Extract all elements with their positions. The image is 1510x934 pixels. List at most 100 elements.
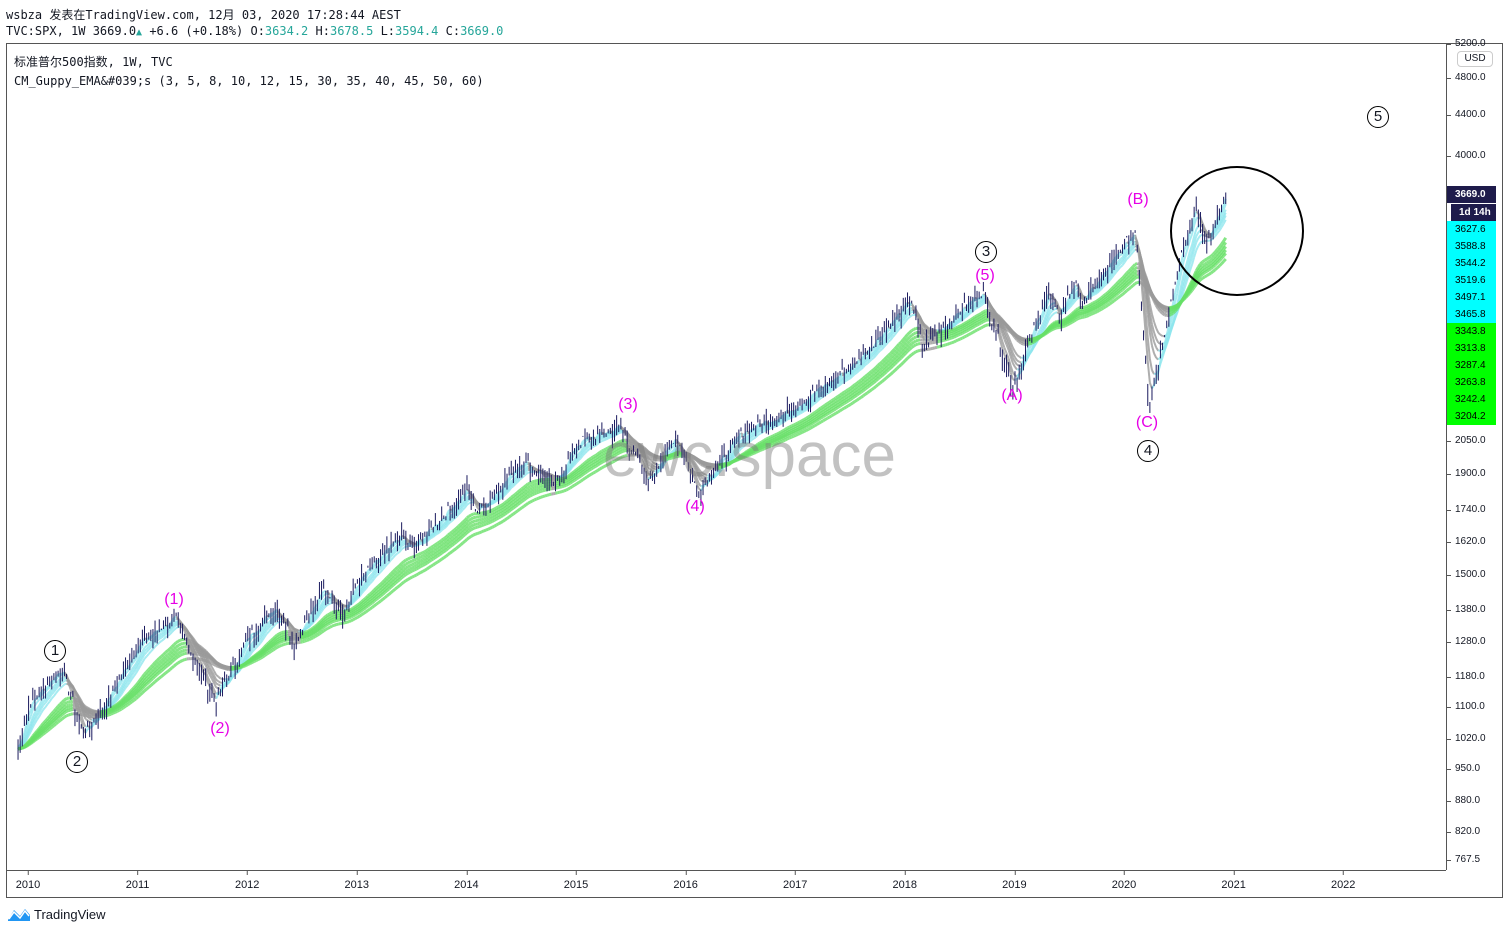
guppy-ema-5 (29, 709, 34, 717)
guppy-ema-30 (1084, 305, 1088, 309)
guppy-ema-35 (835, 398, 839, 403)
guppy-ema-30 (166, 647, 171, 652)
guppy-ema-12 (605, 435, 609, 439)
guppy-ema-5 (441, 519, 445, 524)
guppy-ema-15 (215, 674, 219, 678)
guppy-ema-35 (424, 552, 428, 557)
guppy-ema-35 (830, 401, 835, 405)
guppy-ema-15 (1157, 331, 1162, 336)
guppy-ema-12 (116, 694, 121, 700)
guppy-ema-40 (531, 486, 535, 490)
guppy-ema-35 (520, 489, 525, 494)
guppy-ema-12 (459, 506, 464, 511)
guppy-ema-15 (266, 630, 270, 635)
guppy-ema-30 (862, 375, 867, 380)
guppy-ema-12 (428, 535, 432, 539)
guppy-ema-12 (27, 728, 32, 734)
guppy-ema-40 (156, 665, 161, 670)
guppy-ema-3 (1146, 361, 1151, 383)
guppy-ema-8 (1043, 313, 1048, 320)
guppy-ema-30 (499, 503, 504, 507)
chart-pane[interactable] (6, 43, 1503, 898)
guppy-ema-10 (398, 543, 403, 548)
guppy-ema-40 (175, 648, 180, 653)
guppy-ema-12 (135, 665, 140, 670)
guppy-ema-5 (240, 653, 245, 660)
guppy-ema-3 (215, 693, 220, 700)
guppy-ema-10 (211, 674, 215, 680)
guppy-ema-15 (1018, 355, 1022, 359)
guppy-ema-40 (847, 392, 852, 397)
guppy-ema-10 (1148, 321, 1153, 334)
guppy-ema-10 (89, 717, 93, 721)
guppy-ema-15 (837, 384, 841, 388)
guppy-ema-8 (839, 376, 843, 381)
guppy-ema-10 (1005, 339, 1010, 346)
guppy-ema-10 (55, 683, 59, 687)
guppy-ema-15 (143, 655, 148, 660)
guppy-ema-35 (588, 459, 593, 464)
guppy-ema-15 (66, 682, 70, 686)
guppy-ema-5 (46, 686, 51, 690)
guppy-ema-10 (904, 312, 909, 317)
guppy-ema-35 (432, 546, 437, 551)
price-plot[interactable] (7, 44, 1447, 871)
guppy-ema-12 (871, 354, 875, 358)
guppy-ema-8 (31, 712, 36, 718)
guppy-ema-10 (871, 352, 875, 356)
guppy-ema-40 (194, 646, 198, 651)
guppy-ema-40 (468, 521, 472, 526)
guppy-ema-8 (889, 328, 894, 334)
guppy-ema-15 (48, 697, 53, 703)
guppy-ema-35 (1131, 267, 1137, 272)
guppy-ema-5 (645, 467, 650, 475)
guppy-ema-10 (980, 299, 985, 303)
guppy-ema-10 (586, 443, 590, 447)
guppy-ema-30 (497, 504, 502, 509)
guppy-ema-12 (379, 565, 384, 570)
guppy-ema-15 (53, 692, 57, 697)
guppy-ema-10 (1182, 273, 1187, 282)
guppy-ema-5 (1120, 253, 1123, 256)
guppy-ema-8 (911, 306, 915, 310)
guppy-ema-30 (177, 638, 181, 643)
guppy-ema-12 (137, 661, 142, 667)
guppy-ema-30 (518, 487, 523, 492)
guppy-ema-12 (36, 712, 40, 717)
guppy-ema-8 (693, 467, 698, 473)
guppy-ema-12 (173, 624, 177, 628)
guppy-ema-35 (855, 383, 860, 388)
guppy-ema-40 (516, 495, 521, 500)
guppy-ema-10 (700, 476, 704, 480)
guppy-ema-35 (164, 653, 169, 658)
guppy-ema-10 (459, 504, 464, 509)
guppy-ema-35 (457, 526, 462, 531)
guppy-ema-12 (573, 459, 578, 464)
guppy-ema-10 (1009, 351, 1014, 359)
guppy-ema-15 (803, 409, 807, 413)
guppy-ema-40 (453, 534, 458, 539)
guppy-ema-15 (906, 316, 911, 320)
guppy-ema-5 (1146, 337, 1151, 359)
guppy-ema-8 (697, 476, 702, 482)
guppy-ema-5 (352, 593, 357, 599)
guppy-ema-10 (902, 315, 907, 320)
guppy-ema-10 (143, 648, 148, 652)
guppy-ema-15 (390, 556, 394, 561)
guppy-ema-12 (848, 375, 852, 379)
guppy-ema-35 (170, 647, 176, 653)
guppy-ema-10 (1014, 361, 1018, 366)
guppy-ema-8 (202, 661, 207, 666)
guppy-ema-15 (849, 375, 854, 379)
guppy-ema-5 (525, 462, 529, 466)
guppy-ema-15 (864, 362, 869, 366)
guppy-ema-8 (1161, 350, 1166, 356)
guppy-ema-30 (327, 612, 331, 617)
guppy-ema-12 (364, 582, 369, 587)
guppy-ema-30 (461, 519, 466, 524)
guppy-ema-8 (362, 581, 367, 586)
guppy-ema-12 (466, 499, 470, 503)
guppy-ema-15 (1130, 251, 1134, 256)
guppy-ema-10 (751, 433, 755, 437)
guppy-ema-30 (420, 551, 424, 555)
